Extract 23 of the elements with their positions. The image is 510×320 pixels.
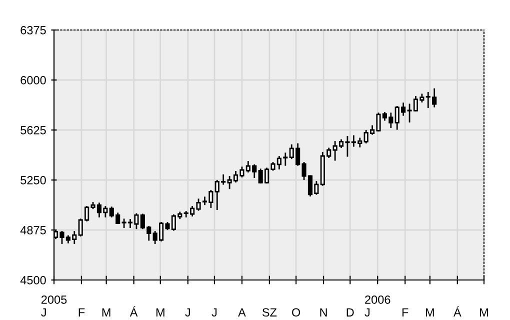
x-tick-label: A xyxy=(238,308,246,316)
x-tick-label: F xyxy=(402,308,408,316)
x-tick-label: M xyxy=(426,308,434,316)
x-tick-label: M xyxy=(480,308,488,316)
y-tick-label: 5250 xyxy=(20,176,46,184)
y-tick-label: 6375 xyxy=(20,26,46,34)
x-tick-label: 2005 J xyxy=(41,295,67,317)
x-tick-label: O xyxy=(292,308,300,317)
y-tick-label: 4500 xyxy=(20,276,46,284)
x-tick-label: Á xyxy=(453,306,462,316)
y-tick-label: 6000 xyxy=(20,76,46,84)
x-tick-label: J xyxy=(212,308,217,317)
y-tick-label: 4875 xyxy=(20,226,46,234)
x-tick-label: SZ xyxy=(262,308,277,317)
x-tick-label: F xyxy=(78,308,85,316)
x-tick-label: Á xyxy=(130,306,138,316)
x-tick-label: J xyxy=(185,308,190,317)
x-tick-label: N xyxy=(320,308,327,316)
x-tick-label: M xyxy=(156,308,164,316)
y-tick-label: 5625 xyxy=(20,126,46,134)
x-tick-label: 2006 J xyxy=(364,295,390,317)
x-tick-label: D xyxy=(346,308,354,316)
x-tick-label: M xyxy=(102,308,110,316)
